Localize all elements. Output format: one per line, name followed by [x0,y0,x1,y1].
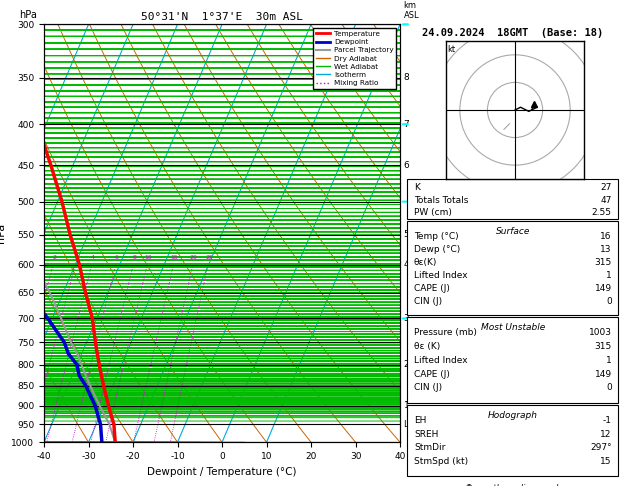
Text: Most Unstable: Most Unstable [481,323,545,332]
Text: 24.09.2024  18GMT  (Base: 18): 24.09.2024 18GMT (Base: 18) [422,29,603,38]
Text: 12: 12 [600,430,612,438]
Text: 10: 10 [145,255,152,260]
Text: 4: 4 [91,255,95,260]
Text: Surface: Surface [496,227,530,236]
Text: 315: 315 [594,258,612,267]
Text: 315: 315 [594,342,612,351]
Text: 149: 149 [594,370,612,379]
Text: 2: 2 [404,360,409,369]
Text: Lifted Index: Lifted Index [414,356,467,365]
Bar [408,317,618,402]
Text: θε(K): θε(K) [414,258,437,267]
Text: 8: 8 [404,73,409,82]
Text: 297°: 297° [590,443,612,452]
Text: 20: 20 [190,255,198,260]
Text: 27: 27 [600,183,612,192]
Bar [408,221,618,315]
Text: 149: 149 [594,284,612,293]
Text: θε (K): θε (K) [414,342,440,351]
Text: 6: 6 [404,160,409,170]
Text: 1: 1 [404,401,409,410]
Text: CAPE (J): CAPE (J) [414,370,450,379]
Text: 4: 4 [404,260,409,269]
Text: 25: 25 [205,255,213,260]
Text: 7: 7 [404,120,409,129]
Text: 5: 5 [404,230,409,239]
Text: Lifted Index: Lifted Index [414,271,467,280]
Text: 47: 47 [600,195,612,205]
Text: K: K [414,183,420,192]
Text: 13: 13 [600,245,612,254]
Text: Dewp (°C): Dewp (°C) [414,245,460,254]
Text: CAPE (J): CAPE (J) [414,284,450,293]
Text: 1: 1 [606,356,612,365]
Text: © weatheronline.co.uk: © weatheronline.co.uk [465,484,561,486]
Title: 50°31'N  1°37'E  30m ASL: 50°31'N 1°37'E 30m ASL [141,12,303,22]
Bar [408,405,618,476]
Text: Totals Totals: Totals Totals [414,195,469,205]
Text: 0: 0 [606,383,612,392]
Text: 8: 8 [133,255,136,260]
Text: SREH: SREH [414,430,438,438]
Y-axis label: hPa: hPa [0,223,6,243]
Text: 0: 0 [606,296,612,306]
Text: PW (cm): PW (cm) [414,208,452,217]
Text: 6: 6 [115,255,119,260]
Text: 3: 3 [404,314,409,323]
Text: 2: 2 [52,255,56,260]
Text: 1003: 1003 [589,328,612,337]
Y-axis label: Mixing Ratio (g/kg): Mixing Ratio (g/kg) [433,191,442,276]
Text: CIN (J): CIN (J) [414,383,442,392]
Text: 2.55: 2.55 [592,208,612,217]
Text: -1: -1 [603,416,612,425]
Text: StmDir: StmDir [414,443,445,452]
Text: Temp (°C): Temp (°C) [414,232,459,241]
Text: EH: EH [414,416,426,425]
X-axis label: Dewpoint / Temperature (°C): Dewpoint / Temperature (°C) [147,467,297,477]
Text: 16: 16 [600,232,612,241]
Text: StmSpd (kt): StmSpd (kt) [414,457,468,466]
Text: Hodograph: Hodograph [488,411,538,420]
Text: Pressure (mb): Pressure (mb) [414,328,477,337]
Text: 15: 15 [170,255,179,260]
Text: km
ASL: km ASL [404,0,420,20]
Text: 3: 3 [74,255,79,260]
Legend: Temperature, Dewpoint, Parcel Trajectory, Dry Adiabat, Wet Adiabat, Isotherm, Mi: Temperature, Dewpoint, Parcel Trajectory… [313,28,396,89]
Text: LCL: LCL [404,420,419,429]
Text: CIN (J): CIN (J) [414,296,442,306]
Text: hPa: hPa [19,10,37,20]
Text: 15: 15 [600,457,612,466]
Bar [408,179,618,219]
Text: 1: 1 [606,271,612,280]
